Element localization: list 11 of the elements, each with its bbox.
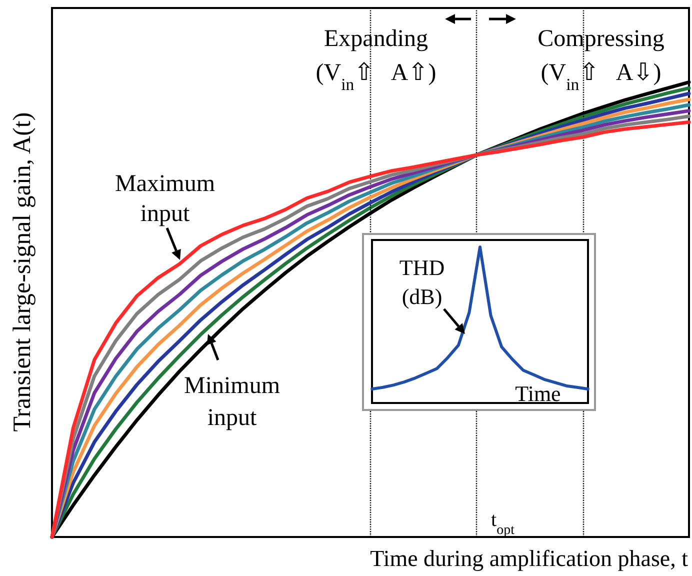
text: Expanding xyxy=(324,26,428,52)
x-axis-title: Time during amplification phase, t xyxy=(370,546,689,571)
annotation: Minimum input xyxy=(184,373,280,431)
annotation: Maximum input xyxy=(115,171,216,227)
annotation: (V$_{in}$⇧ A⇩) xyxy=(540,60,662,94)
annotation: t$_{opt}$ xyxy=(491,509,515,538)
y-axis-title: THD (dB) xyxy=(399,255,445,309)
annotation: (V$_{in}$⇧ A⇧) xyxy=(316,60,436,94)
x-axis-title: Time xyxy=(515,381,561,406)
text: Compressing xyxy=(538,26,664,52)
y-axis-title: Transient large-signal gain, A(t) xyxy=(9,112,36,432)
